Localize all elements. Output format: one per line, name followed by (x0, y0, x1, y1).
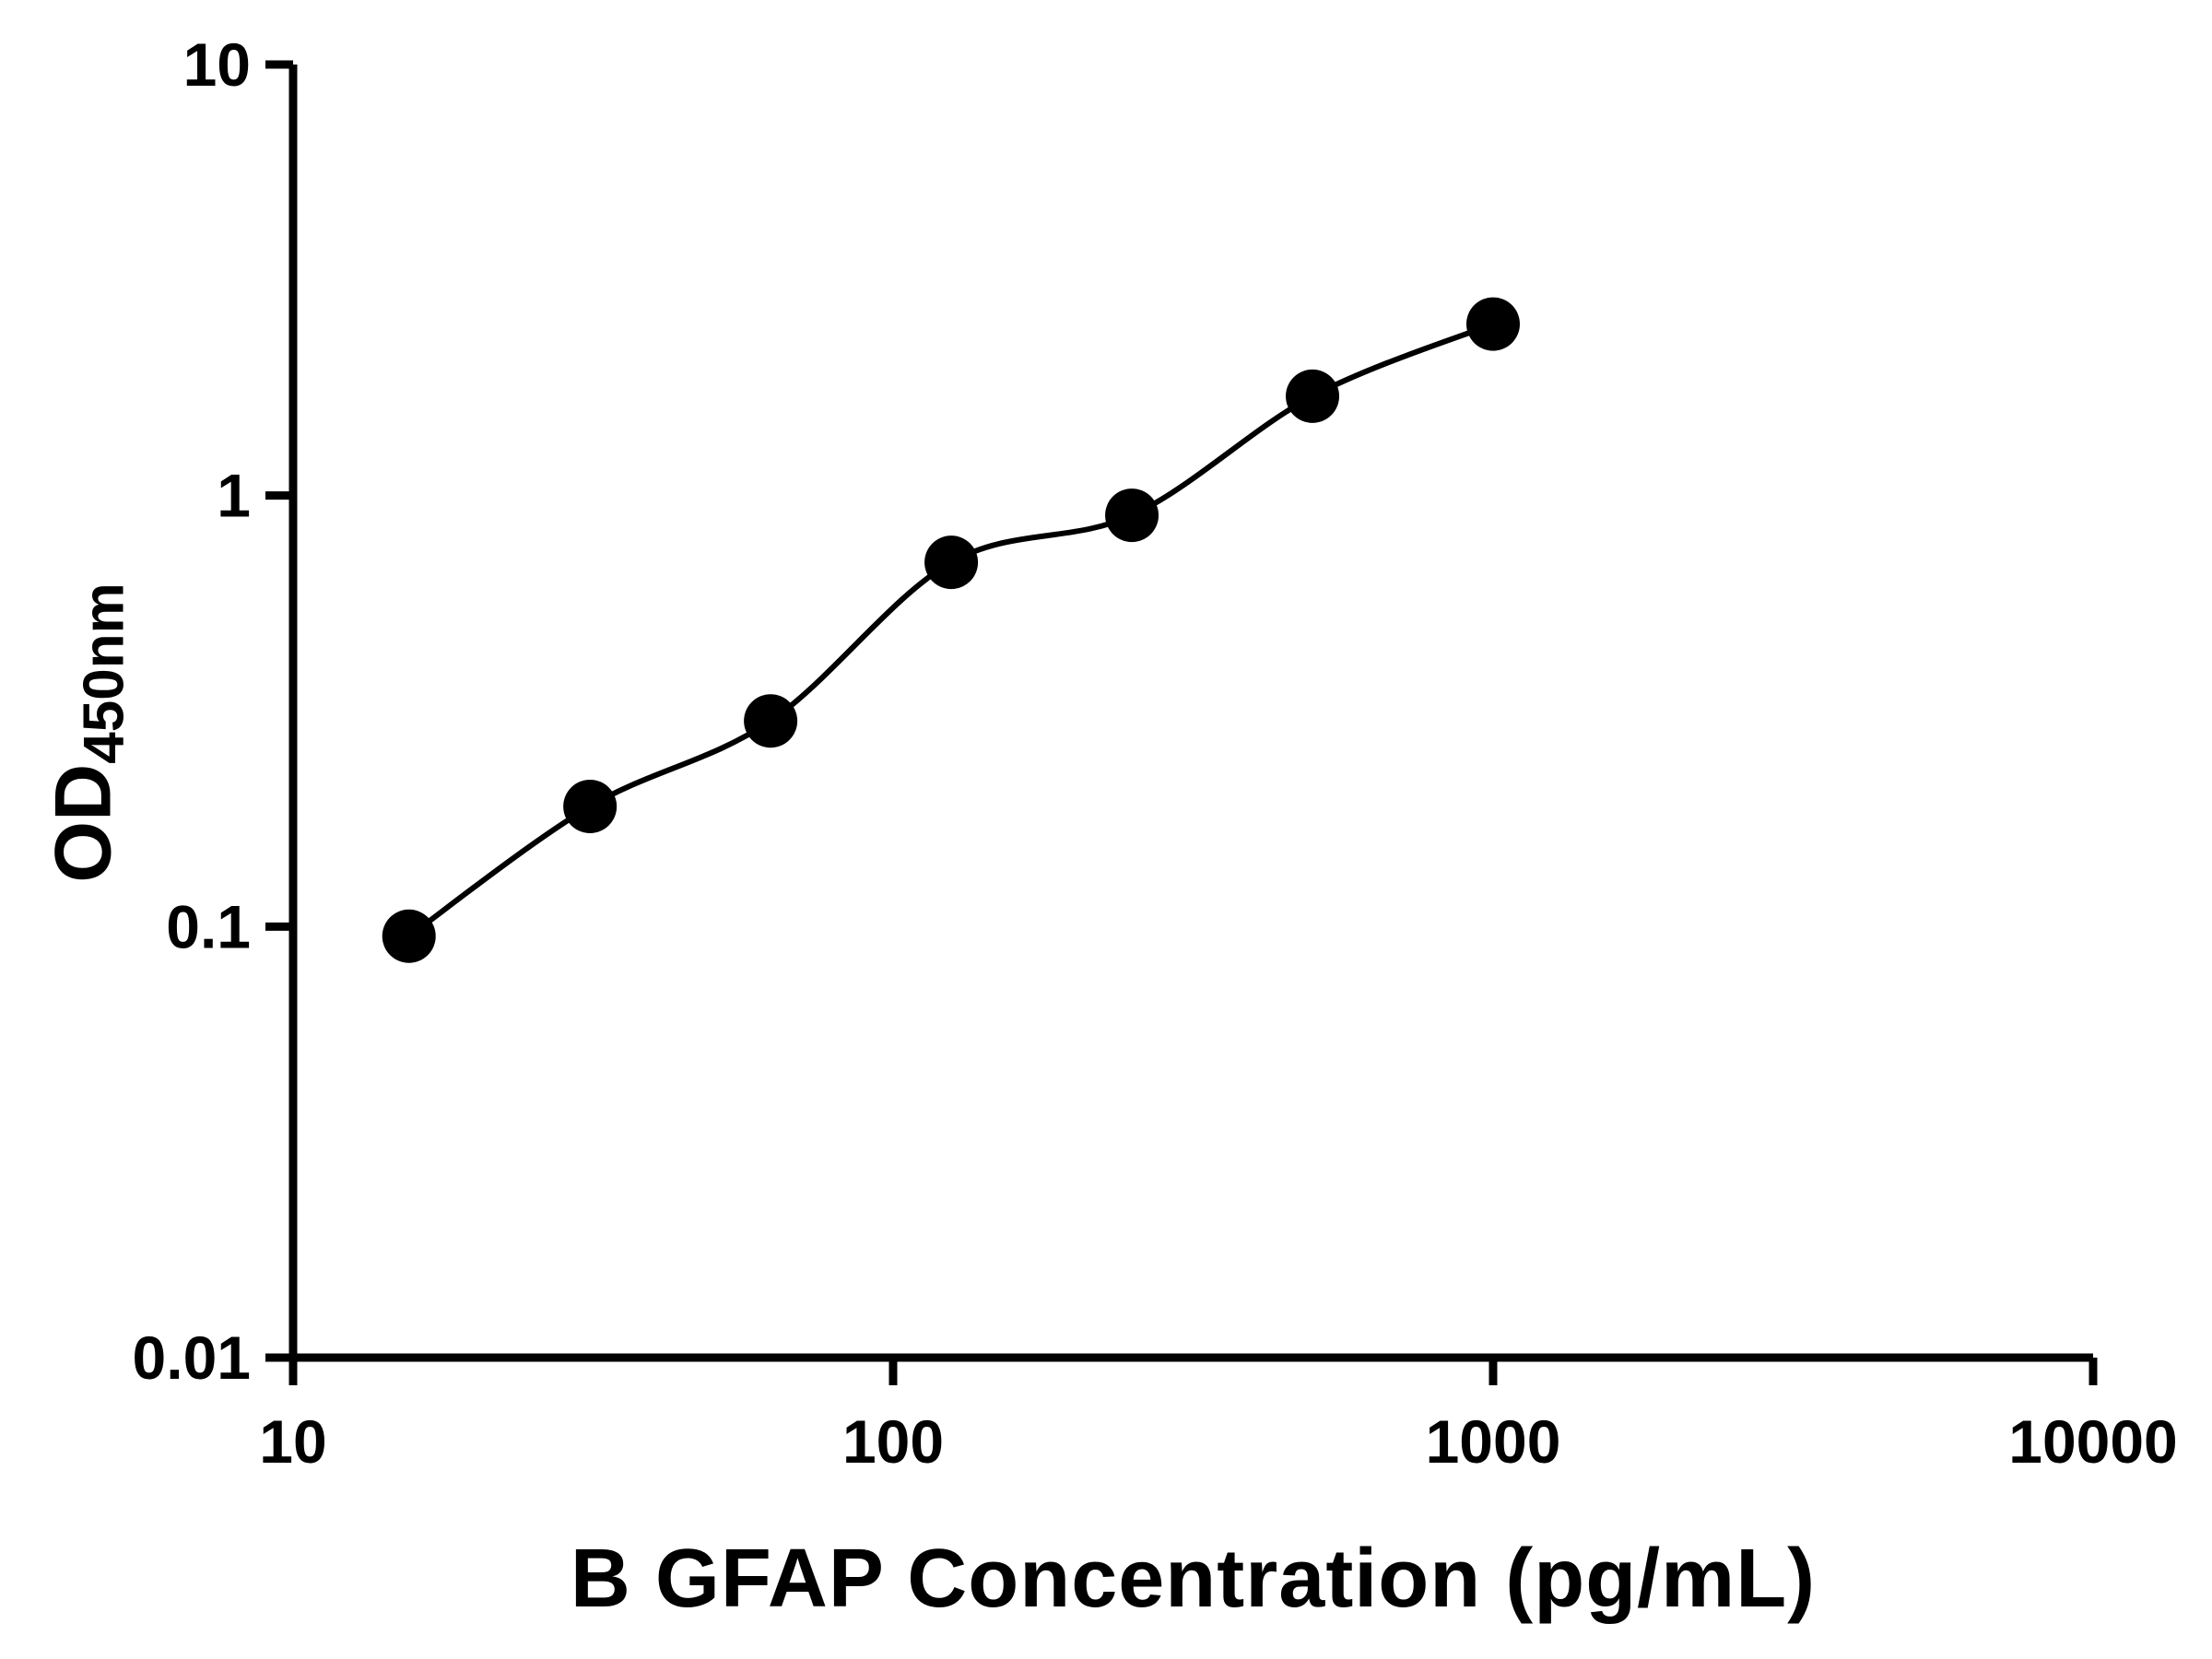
data-point-marker (1286, 369, 1340, 423)
data-point-marker (1105, 488, 1159, 543)
x-tick-label: 100 (842, 1407, 944, 1476)
y-axis-title-subscript: 450nm (72, 582, 136, 764)
y-tick-label: 1 (217, 462, 251, 530)
y-tick-label: 0.01 (133, 1324, 251, 1392)
y-tick-label: 0.1 (166, 892, 251, 960)
y-tick-label: 10 (183, 30, 251, 99)
data-point-marker (563, 779, 618, 833)
data-point-marker (924, 535, 979, 590)
x-tick-label: 10000 (2008, 1407, 2178, 1476)
data-point-marker (744, 694, 798, 748)
data-point-marker (382, 909, 436, 963)
y-axis-title-base: OD (39, 763, 128, 883)
x-tick-label: 10 (259, 1407, 326, 1476)
data-point-marker (1466, 297, 1520, 351)
x-tick-label: 1000 (1426, 1407, 1561, 1476)
y-axis-title: OD450nm (39, 582, 137, 882)
x-axis-title: B GFAP Concentration (pg/mL) (570, 1533, 1817, 1625)
